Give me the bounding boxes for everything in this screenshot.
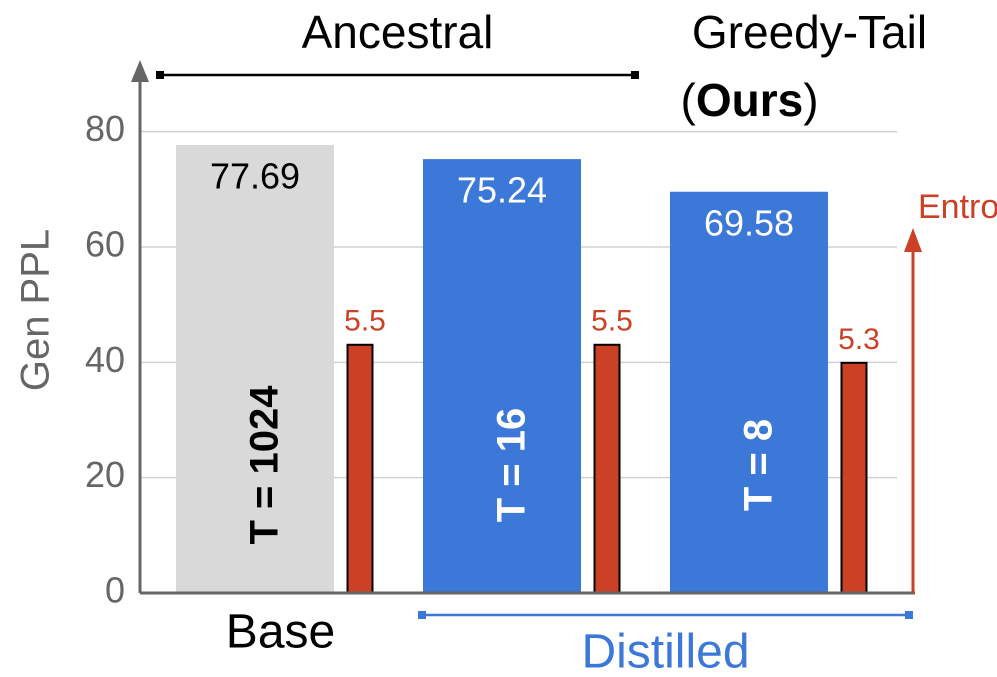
value-label: 77.69 xyxy=(210,156,300,197)
category-label: T = 1024 xyxy=(243,385,287,545)
method-note: (Ours) xyxy=(680,74,818,126)
entropy-value-label: 5.5 xyxy=(344,305,386,338)
y-tick-label: 60 xyxy=(85,224,125,265)
entropy-bar xyxy=(346,343,374,595)
entropy-value-label: 5.3 xyxy=(838,323,880,356)
value-label: 75.24 xyxy=(457,170,547,211)
group-label: Base xyxy=(226,606,335,659)
category-label: T = 8 xyxy=(737,419,781,511)
method-bracket-end xyxy=(156,71,164,79)
bars xyxy=(176,144,868,595)
bar xyxy=(423,159,581,593)
group-bracket-end xyxy=(418,611,426,619)
method-note-part: ) xyxy=(803,74,818,126)
entropy-arrow-head xyxy=(904,228,922,252)
group-label: Distilled xyxy=(581,626,749,677)
method-label: Ancestral xyxy=(302,6,494,58)
y-tick-label: 20 xyxy=(85,454,125,495)
y-tick-label: 0 xyxy=(105,570,125,611)
y-axis-arrow xyxy=(131,60,149,82)
method-bracket-end xyxy=(631,71,639,79)
y-tick-label: 80 xyxy=(85,108,125,149)
bar xyxy=(670,191,828,593)
method-note-part: ( xyxy=(680,74,696,126)
method-note-part: Ours xyxy=(696,74,803,126)
bar xyxy=(176,144,334,593)
value-label: 69.58 xyxy=(704,202,794,243)
entropy-bar xyxy=(840,361,868,594)
y-axis-label: Gen PPL xyxy=(14,229,58,391)
method-label: Greedy-Tail xyxy=(692,6,927,58)
entropy-label: Entropy xyxy=(918,188,997,226)
y-tick-label: 40 xyxy=(85,339,125,380)
entropy-value-label: 5.5 xyxy=(591,305,633,338)
entropy-bar xyxy=(593,343,621,595)
group-bracket-end xyxy=(905,611,913,619)
category-label: T = 16 xyxy=(490,408,534,523)
